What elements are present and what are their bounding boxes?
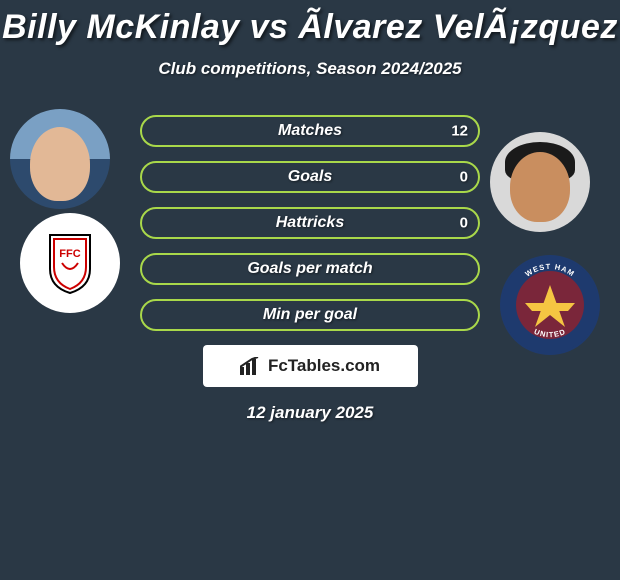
stat-label: Goals — [288, 168, 332, 186]
stat-row: Matches 12 — [140, 115, 480, 147]
stat-row: Goals per match — [140, 253, 480, 285]
stat-label: Matches — [278, 122, 342, 140]
player-right-avatar — [490, 132, 590, 232]
stat-row: Goals 0 — [140, 161, 480, 193]
stat-label: Hattricks — [276, 214, 344, 232]
stats-list: Matches 12 Goals 0 Hattricks 0 Goals per… — [140, 115, 480, 331]
chart-icon — [240, 357, 262, 375]
stat-right-value: 0 — [460, 169, 468, 186]
club-left-crest: FFC — [20, 213, 120, 313]
branding-badge: FcTables.com — [203, 345, 418, 387]
stat-row: Min per goal — [140, 299, 480, 331]
comparison-panel: FFC WEST HAM UNITED M — [0, 115, 620, 423]
subtitle: Club competitions, Season 2024/2025 — [0, 59, 620, 79]
page-title: Billy McKinlay vs Ãlvarez VelÃ¡zquez — [0, 0, 620, 47]
stat-label: Min per goal — [263, 306, 357, 324]
shield-icon: FFC — [46, 231, 94, 295]
svg-text:FFC: FFC — [59, 248, 80, 260]
crest-icon: WEST HAM UNITED — [500, 255, 600, 355]
stat-label: Goals per match — [247, 260, 372, 278]
branding-text: FcTables.com — [268, 356, 380, 376]
footer-date: 12 january 2025 — [0, 403, 620, 423]
stat-right-value: 12 — [451, 123, 468, 140]
stat-row: Hattricks 0 — [140, 207, 480, 239]
player-left-avatar — [10, 109, 110, 209]
stat-right-value: 0 — [460, 215, 468, 232]
club-right-crest: WEST HAM UNITED — [500, 255, 600, 355]
